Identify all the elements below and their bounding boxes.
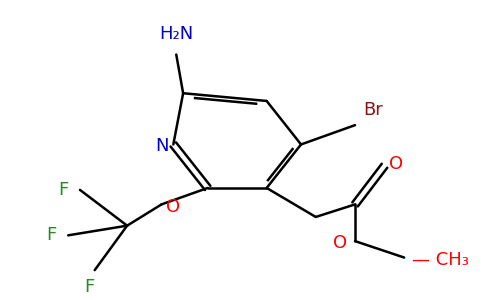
Text: Br: Br xyxy=(363,101,383,119)
Text: O: O xyxy=(390,155,404,173)
Text: O: O xyxy=(333,234,347,252)
Text: F: F xyxy=(46,226,57,244)
Text: H₂N: H₂N xyxy=(159,25,194,43)
Text: — CH₃: — CH₃ xyxy=(412,251,469,269)
Text: F: F xyxy=(58,181,68,199)
Text: F: F xyxy=(85,278,95,296)
Text: N: N xyxy=(155,137,168,155)
Text: O: O xyxy=(166,198,181,216)
